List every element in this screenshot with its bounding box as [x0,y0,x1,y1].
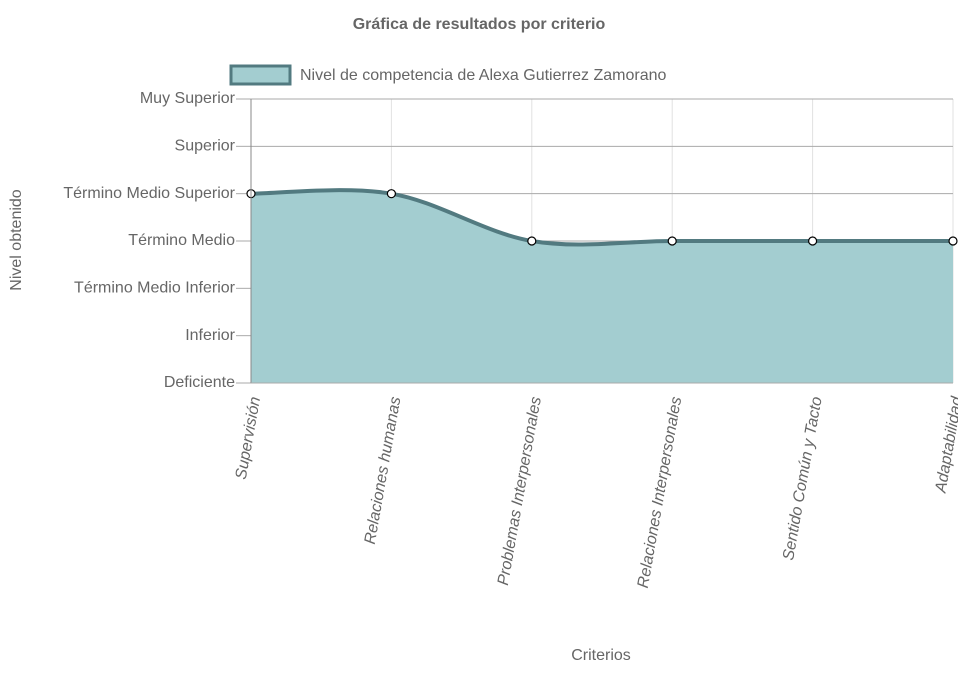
point [948,236,958,246]
x-tick-label: Adaptabilidad [932,394,958,495]
y-tick-label: Término Medio Superior [63,185,235,202]
x-tick-label: Sentido Común y Tacto [780,395,826,561]
legend-label: Nivel de competencia de Alexa Gutierrez … [300,67,667,84]
y-axis-label: Nivel obtenido [8,189,25,291]
x-tick-label: Problemas Interpersonales [495,395,545,586]
point [807,236,818,246]
x-tick-label: Relaciones Interpersonales [635,395,685,589]
y-tick-label: Superior [175,138,236,155]
point [667,236,677,246]
area-fill [251,190,953,383]
x-tick-label: Relaciones humanas [362,395,405,545]
y-tick-label: Inferior [185,327,235,344]
y-tick-label: Muy Superior [140,90,236,107]
x-axis-label: Criterios [571,647,631,664]
line [250,188,953,247]
y-tick-label: Deficiente [164,374,235,391]
y-tick-label: Término Medio [128,232,235,249]
point [386,189,396,199]
legend-swatch [229,64,292,86]
chart-title: Gráfica de resultados por criterio [353,16,606,33]
y-tick-label: Término Medio Inferior [74,280,236,297]
point [527,236,537,246]
x-tick-label: Supervisión [233,395,264,480]
